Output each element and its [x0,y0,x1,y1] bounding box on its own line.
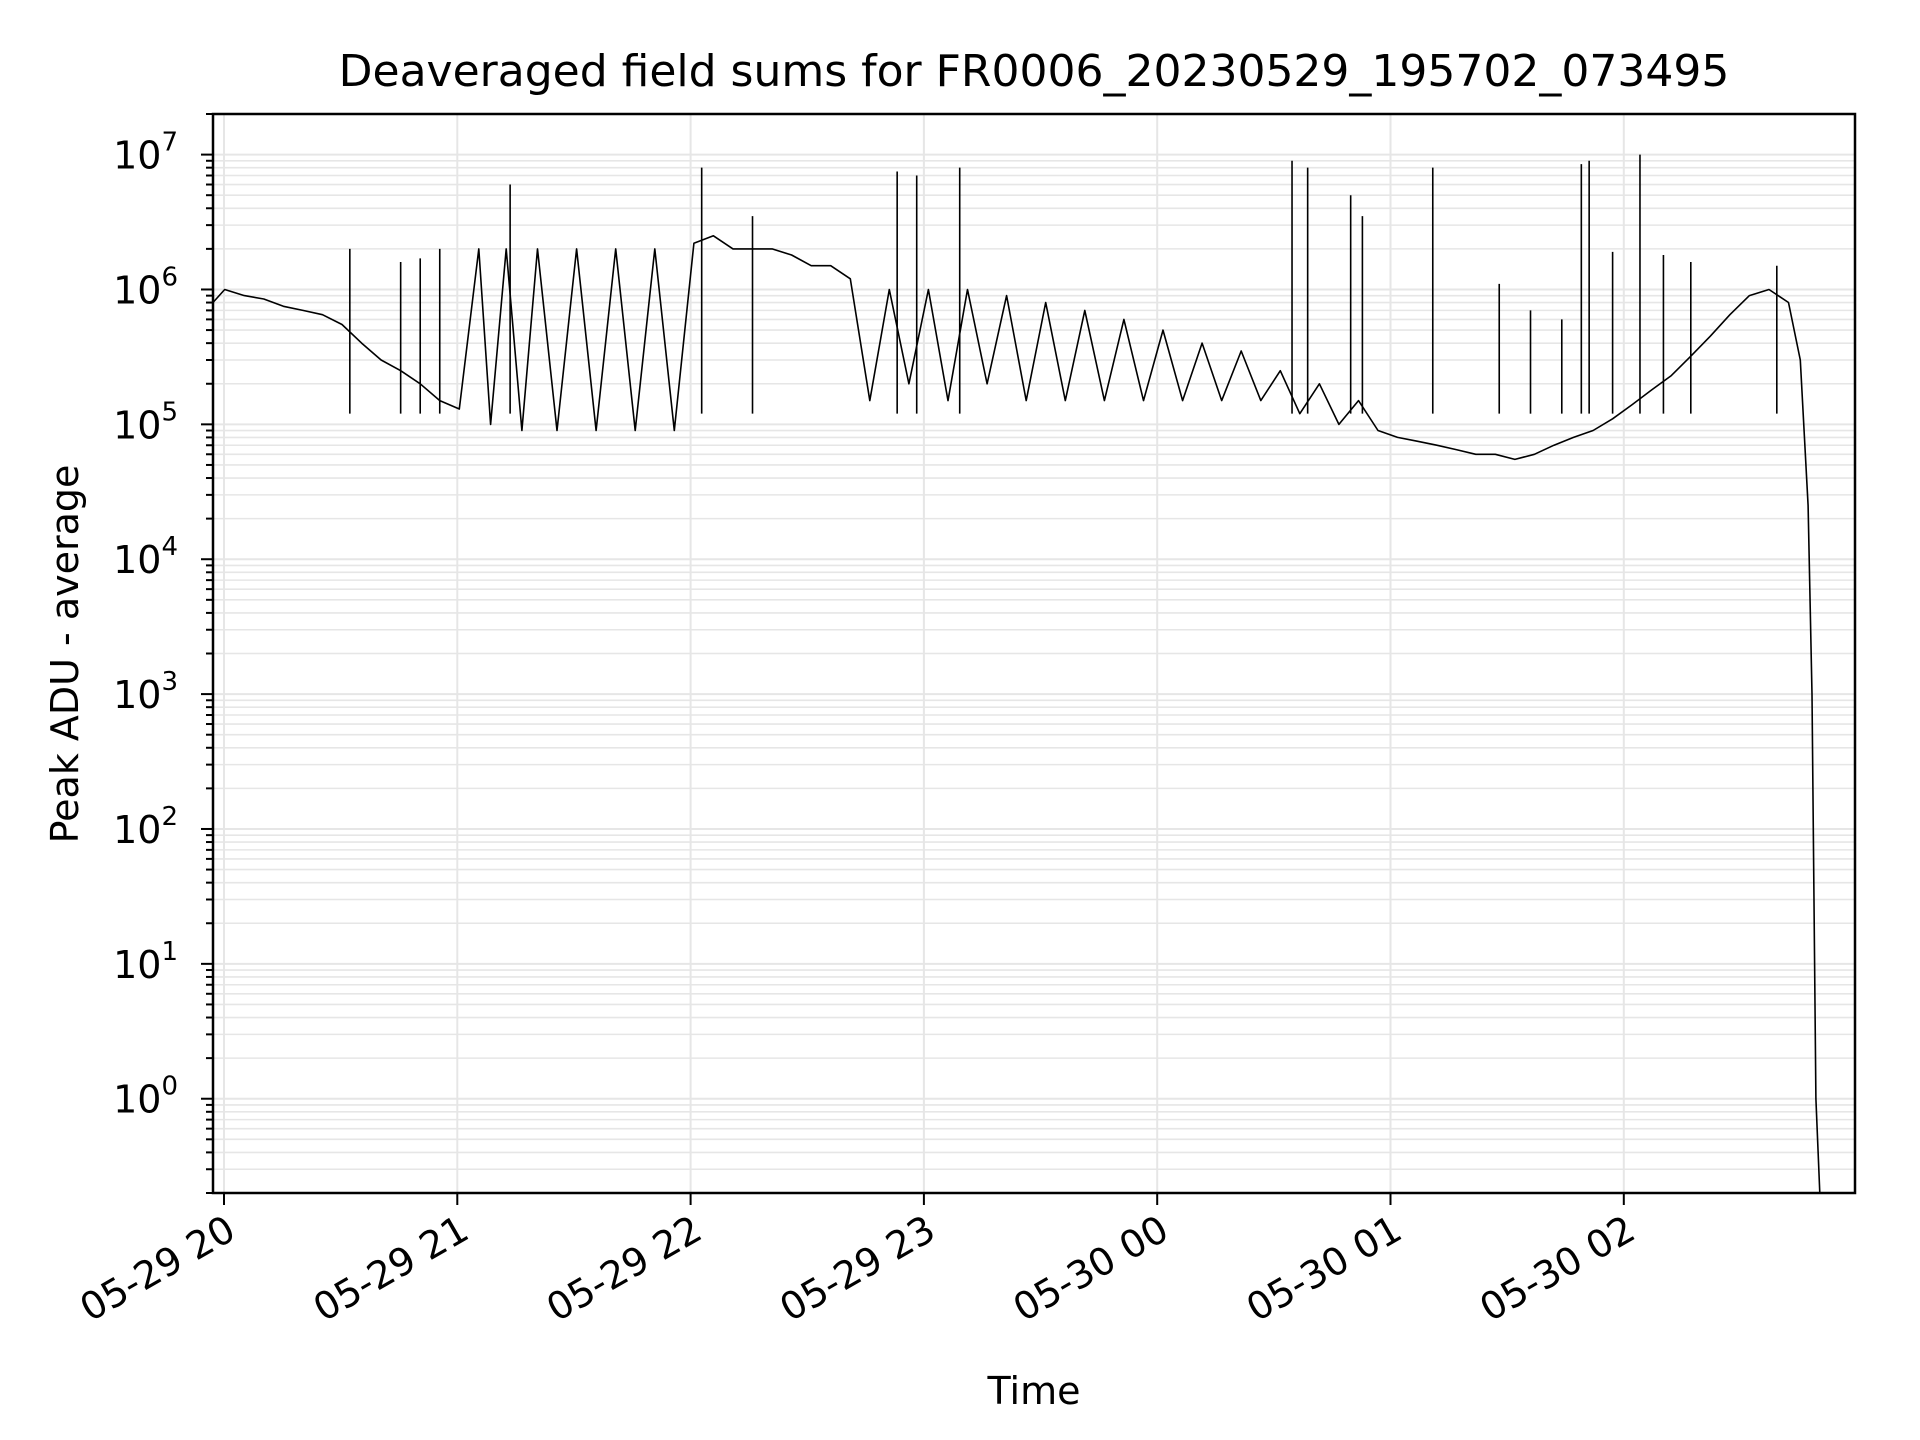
y-tick-label: 100 [113,1072,178,1122]
series [212,154,1821,1194]
series-line [212,235,1821,1194]
chart-title: Deaveraged field sums for FR0006_2023052… [339,46,1730,97]
y-tick-label: 105 [113,397,178,447]
y-axis: 100 101 102 103 104 105 106 107 [113,113,213,1194]
y-tick-label: 101 [113,937,178,987]
y-tick-label: 104 [113,532,178,582]
x-axis-label: Time [987,1369,1081,1413]
y-axis-label: Peak ADU - average [43,465,87,844]
y-tick-label: 103 [113,667,178,717]
y-tick-label: 107 [113,128,178,178]
y-tick-label: 102 [113,802,178,852]
grid [213,113,1855,1194]
y-tick-label: 106 [113,262,178,312]
